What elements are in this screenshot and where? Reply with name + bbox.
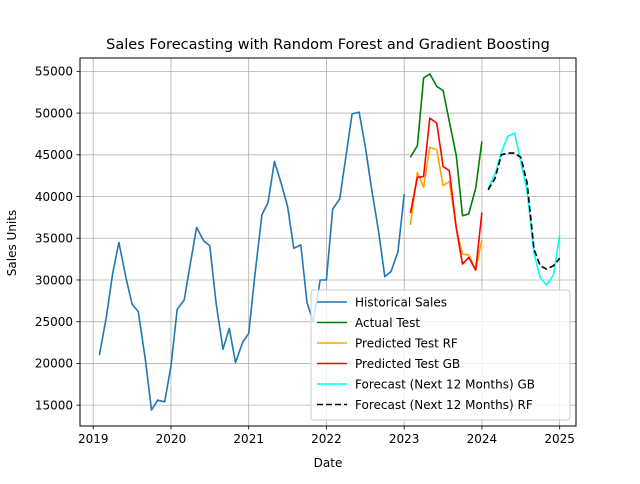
plot-series [98,73,561,411]
y-tick-label: 15000 [35,398,73,412]
x-axis-label: Date [314,456,343,470]
y-tick-label: 30000 [35,273,73,287]
series-line-3 [409,117,483,271]
legend-label: Forecast (Next 12 Months) GB [355,378,535,392]
x-tick-label: 2022 [311,432,342,446]
y-tick-label: 35000 [35,232,73,246]
y-tick-label: 20000 [35,357,73,371]
y-tick-label: 40000 [35,190,73,204]
chart-title: Sales Forecasting with Random Forest and… [106,37,550,53]
legend-label: Predicted Test RF [355,337,458,351]
y-tick-label: 55000 [35,65,73,79]
y-tick-label: 25000 [35,315,73,329]
y-axis-ticks: 15000 20000 25000 30000 35000 40000 45000 50000… [35,65,80,412]
series-line-0 [98,111,405,411]
x-tick-label: 2024 [467,432,498,446]
legend-label: Forecast (Next 12 Months) RF [355,398,533,412]
legend-box [310,289,571,421]
x-axis-ticks: 2019 2020 2021 2022 2023 2024 2025 [78,426,575,446]
x-tick-label: 2019 [78,432,109,446]
x-tick-label: 2020 [156,432,187,446]
legend-label: Historical Sales [355,296,447,310]
y-axis-label: Sales Units [5,210,19,276]
y-tick-label: 45000 [35,148,73,162]
x-tick-label: 2025 [544,432,575,446]
legend-label: Actual Test [355,316,420,330]
series-line-2 [409,146,483,271]
legend: Historical Sales Actual Test Predicted Tes… [310,289,571,421]
plot-frame [79,57,577,427]
legend-label: Predicted Test GB [355,357,460,371]
x-tick-label: 2021 [233,432,264,446]
y-tick-label: 50000 [35,106,73,120]
series-line-1 [409,73,483,217]
x-tick-label: 2023 [389,432,420,446]
